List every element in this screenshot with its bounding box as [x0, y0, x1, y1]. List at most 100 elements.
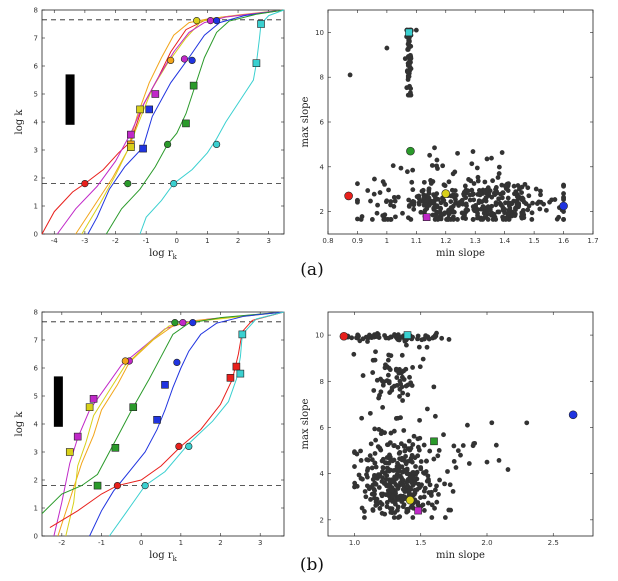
series-magenta-marker: [127, 130, 135, 139]
series-red-marker: [232, 362, 241, 371]
highlight-yellow-point: [441, 189, 451, 198]
scatter-point: [529, 210, 535, 216]
scatter-point: [427, 448, 433, 454]
scatter-point: [434, 499, 440, 505]
scatter-point: [402, 443, 408, 449]
scatter-point: [478, 188, 484, 194]
scatter-point: [482, 179, 488, 185]
scatter-point: [463, 201, 469, 207]
scatter-point: [451, 458, 457, 464]
series-red-marker: [175, 442, 183, 451]
scatter-point: [420, 356, 426, 362]
x-axis-label: log rk: [149, 550, 178, 563]
x-tick-label: 1.1: [411, 237, 422, 245]
scatter-point: [388, 217, 394, 222]
scatter-point: [372, 176, 377, 182]
scatter-point: [380, 179, 386, 185]
scatter-point: [365, 339, 370, 344]
series-cyan-line: [108, 311, 285, 537]
scatter-point: [446, 337, 452, 342]
scatter-point: [507, 207, 513, 213]
scatter-point: [408, 479, 414, 484]
scatter-point: [406, 62, 412, 68]
scatter-point: [502, 207, 508, 212]
scatter-point: [509, 213, 515, 219]
scatter-point: [379, 501, 385, 507]
x-tick-label: 0: [139, 539, 143, 547]
scatter-point: [421, 179, 427, 185]
scatter-point: [404, 85, 410, 91]
highlight-cyan-point: [405, 28, 413, 37]
highlight-green-point: [430, 437, 438, 446]
scatter-point: [373, 437, 379, 443]
scatter-point: [387, 454, 393, 460]
y-tick-label: 8: [34, 309, 38, 317]
series-orange-line: [57, 311, 285, 537]
scatter-point: [400, 374, 405, 380]
scatter-point: [372, 426, 378, 432]
scatter-point: [502, 183, 508, 189]
scatter-point: [434, 157, 440, 163]
scatter-point: [391, 443, 397, 449]
scatter-point: [384, 442, 390, 448]
scatter-point: [416, 200, 422, 206]
scatter-point: [458, 452, 463, 458]
scatter-point: [524, 420, 530, 426]
scatter-point: [432, 487, 438, 493]
scatter-point: [388, 199, 394, 204]
scatter-point: [368, 497, 373, 502]
scatter-point: [415, 453, 421, 459]
x-tick-label: 3: [266, 237, 270, 245]
scatter-point: [357, 338, 363, 344]
scatter-point: [489, 155, 494, 161]
series-blue-line: [87, 9, 285, 235]
series-blue-marker: [173, 358, 181, 367]
scatter-point: [466, 461, 472, 466]
scatter-point: [406, 203, 412, 209]
series-magenta-marker: [179, 319, 187, 327]
scatter-point: [442, 210, 448, 216]
y-tick-label: 5: [34, 91, 38, 99]
scatter-point: [410, 365, 415, 370]
scatter-point: [419, 482, 424, 488]
scatter-point: [424, 406, 430, 412]
scatter-point: [387, 367, 393, 373]
scatter-point: [392, 332, 397, 337]
scatter-point: [435, 217, 441, 222]
scatter-point: [403, 383, 409, 389]
scatter-point: [489, 420, 495, 426]
scatter-point: [424, 458, 429, 464]
series-red-marker: [226, 373, 235, 382]
scatter-point: [375, 472, 381, 478]
scatter-point: [417, 417, 422, 423]
scatter-point: [442, 183, 448, 189]
scatter-point: [495, 175, 501, 180]
series-magenta-marker: [180, 55, 189, 63]
scatter-point: [384, 45, 390, 51]
scatter-point: [369, 217, 375, 222]
scale-bar: [65, 74, 75, 125]
series-cyan-marker: [213, 140, 221, 148]
scatter-point: [498, 201, 504, 207]
scatter-point: [450, 489, 456, 494]
scatter-point: [505, 195, 511, 201]
scatter-point: [399, 457, 405, 463]
scatter-point: [359, 415, 365, 421]
scatter-point: [418, 209, 424, 215]
scatter-point: [409, 179, 415, 185]
scatter-point: [362, 489, 368, 494]
scatter-point: [451, 443, 457, 449]
scatter-point: [377, 506, 383, 511]
scatter-point: [420, 502, 426, 508]
scatter-point: [371, 388, 377, 393]
scatter-point: [392, 500, 398, 505]
scatter-point: [370, 370, 376, 375]
scatter-point: [485, 204, 491, 210]
series-magenta-marker: [73, 432, 82, 441]
scatter-point: [410, 167, 416, 173]
scatter-point: [347, 72, 353, 78]
scatter-point: [520, 210, 526, 216]
series-green-marker: [93, 481, 102, 490]
x-tick-label: 1.0: [349, 539, 360, 547]
y-tick-label: 4: [320, 163, 325, 171]
